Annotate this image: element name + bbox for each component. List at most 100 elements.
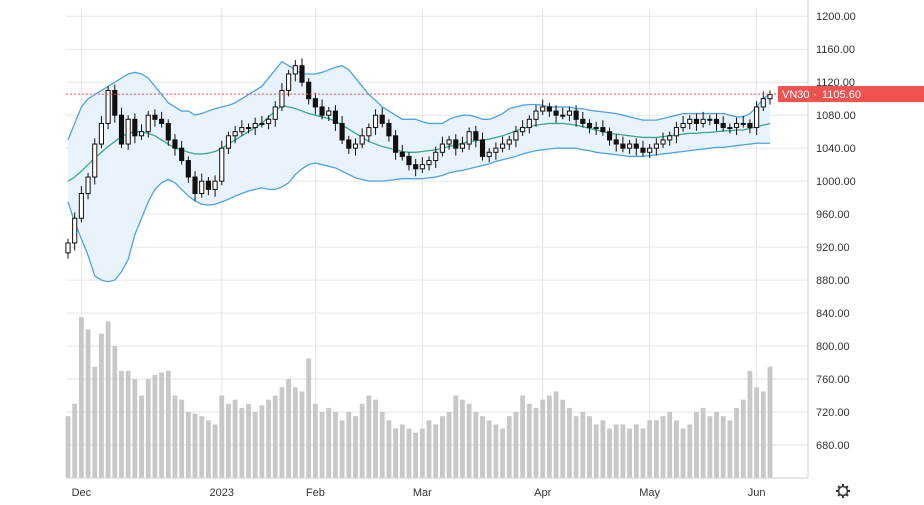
candle-body (733, 122, 740, 129)
volume-bar-98 (720, 416, 726, 478)
candle-75 (566, 106, 573, 121)
candle-body (613, 139, 619, 145)
candle-body (92, 143, 98, 178)
candle-body (479, 139, 486, 157)
candle-body (486, 151, 492, 157)
candle-body (292, 65, 298, 75)
candle-100 (733, 117, 740, 135)
candle-29 (259, 116, 265, 128)
candle-body (339, 122, 345, 141)
candle-body (680, 122, 686, 129)
candle-body (647, 147, 653, 153)
candle-body (252, 122, 258, 129)
candle-54 (426, 156, 432, 171)
candle-body (513, 131, 519, 141)
candle-4 (92, 138, 98, 185)
candle-80 (600, 120, 606, 136)
volume-bar-75 (567, 407, 572, 478)
y-tick-label-10: 800.00 (816, 341, 850, 353)
candle-2 (78, 186, 84, 223)
candle-7 (112, 84, 118, 123)
volume-bar-79 (593, 424, 599, 478)
bollinger-lower-line (67, 142, 770, 283)
candle-43 (352, 138, 359, 156)
price-tag: VN30 · 1105.60 (778, 86, 924, 103)
volume-bar-32 (279, 387, 285, 478)
volume-bar-38 (319, 412, 325, 478)
volume-bar-20 (199, 416, 205, 478)
candle-body (138, 131, 145, 137)
volume-bar-27 (246, 403, 251, 478)
candle-22 (212, 175, 218, 197)
volume-bar-48 (386, 420, 392, 478)
volume-bar-66 (506, 416, 512, 478)
candle-90 (667, 131, 673, 146)
candle-6 (105, 86, 111, 130)
candle-body (225, 135, 232, 149)
y-tick-label-7: 920.00 (816, 242, 850, 254)
candle-body (433, 151, 439, 162)
y-tick-label-4: 1040.00 (816, 143, 856, 155)
x-tick-label-6: Jun (748, 487, 766, 499)
candle-27 (245, 123, 252, 134)
candle-40 (332, 105, 339, 131)
candle-body (332, 110, 339, 124)
candle-body (372, 114, 379, 129)
volume-bar-50 (399, 424, 405, 478)
volume-bar-26 (239, 407, 245, 478)
candle-63 (486, 148, 492, 163)
candle-68 (520, 120, 526, 136)
bollinger-fill (68, 61, 770, 282)
volume-bar-22 (212, 424, 218, 478)
candle-body (159, 118, 165, 124)
candle-body (627, 143, 633, 149)
candle-body (540, 106, 546, 112)
candle-19 (192, 171, 198, 201)
candle-74 (560, 107, 566, 120)
candle-10 (132, 113, 138, 144)
candle-body (172, 139, 178, 149)
volume-bar-86 (640, 428, 646, 478)
volume-bar-47 (379, 412, 385, 478)
volume-bar-36 (306, 358, 312, 478)
volume-bar-103 (754, 387, 760, 478)
y-tick-label-1: 1160.00 (816, 44, 855, 56)
candle-59 (459, 136, 466, 153)
candle-body (667, 135, 673, 141)
settings-gear-icon[interactable] (836, 484, 850, 498)
volume-bar-105 (767, 366, 773, 478)
x-tick-label-4: Apr (534, 487, 551, 499)
candle-body (713, 118, 720, 124)
volume-bar-92 (680, 428, 686, 478)
volume-bar-7 (112, 346, 118, 478)
candle-86 (640, 140, 646, 157)
volume-bar-69 (526, 403, 532, 478)
candle-body (393, 135, 399, 153)
candle-37 (312, 92, 318, 115)
candle-body (499, 143, 506, 149)
candle-body (65, 242, 71, 254)
candle-body (653, 143, 659, 149)
candle-93 (687, 115, 693, 130)
candle-body (413, 164, 419, 170)
volume-bar-65 (500, 428, 505, 478)
x-tick-label-2: Feb (306, 487, 325, 499)
y-tick-label-9: 840.00 (816, 308, 850, 320)
candle-23 (219, 140, 225, 186)
candle-body (553, 110, 559, 116)
candle-36 (306, 78, 312, 105)
candle-96 (707, 115, 713, 126)
volume-bar-97 (714, 412, 719, 478)
candle-body (312, 98, 318, 108)
candle-3 (85, 172, 91, 200)
candle-body (633, 143, 639, 149)
candle-body (526, 118, 532, 129)
candle-14 (159, 111, 165, 128)
volume-bar-0 (65, 416, 71, 478)
volume-bar-80 (600, 420, 606, 478)
candle-body (459, 143, 466, 149)
candle-66 (506, 135, 512, 150)
candle-9 (125, 115, 131, 150)
candle-body (754, 106, 760, 129)
candle-24 (225, 131, 232, 154)
